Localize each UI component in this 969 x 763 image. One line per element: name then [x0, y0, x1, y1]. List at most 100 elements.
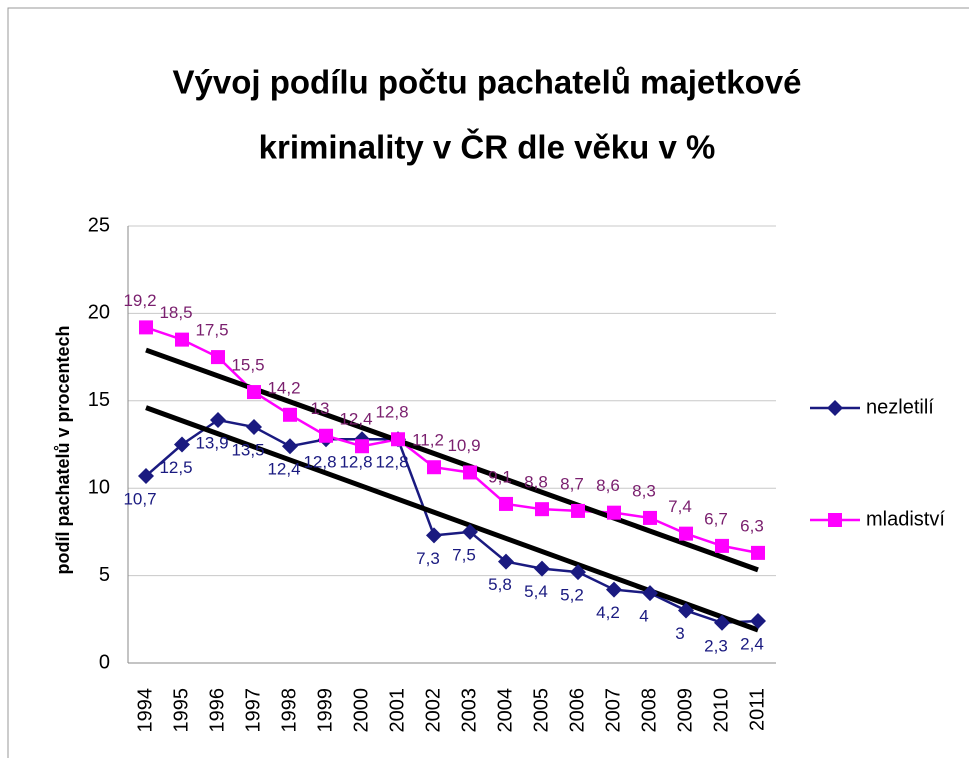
marker	[751, 545, 765, 560]
data-label: 8,6	[596, 476, 620, 495]
marker	[498, 553, 514, 570]
data-label: 7,5	[452, 545, 476, 564]
data-label: 3	[675, 624, 684, 643]
data-label: 17,5	[195, 321, 228, 340]
y-tick-label: 20	[88, 302, 110, 324]
x-tick-label: 1996	[206, 688, 228, 733]
marker	[282, 438, 298, 455]
data-label: 18,5	[159, 303, 192, 322]
x-tick-label: 1998	[278, 688, 300, 733]
x-tick-label: 2004	[494, 688, 516, 733]
marker	[246, 419, 262, 436]
marker	[534, 560, 550, 577]
marker	[426, 527, 442, 544]
x-tick-label: 2006	[566, 688, 588, 733]
marker	[391, 432, 405, 447]
data-label: 4	[639, 607, 648, 626]
marker	[174, 436, 190, 453]
data-label: 11,2	[412, 431, 444, 450]
data-label: 7,4	[668, 497, 692, 516]
data-label: 12,4	[339, 410, 372, 429]
x-tick-label: 2002	[422, 688, 444, 733]
x-tick-label: 2001	[386, 688, 408, 733]
data-label: 12,8	[339, 453, 372, 472]
data-label: 2,4	[740, 635, 764, 654]
data-label: 12,4	[267, 460, 300, 479]
marker	[139, 320, 153, 335]
marker	[210, 412, 226, 429]
marker	[607, 505, 621, 520]
x-tick-label: 2009	[674, 688, 696, 733]
x-tick-label: 2005	[530, 688, 552, 733]
marker	[463, 465, 477, 480]
marker	[138, 467, 154, 484]
x-tick-label: 1994	[134, 688, 156, 733]
marker	[247, 385, 261, 400]
marker	[211, 350, 225, 365]
marker	[714, 614, 730, 631]
trendline	[145, 347, 759, 573]
data-label: 8,7	[560, 474, 584, 493]
x-tick-label: 2003	[458, 688, 480, 733]
marker	[319, 428, 333, 443]
data-label: 7,3	[416, 549, 440, 568]
marker	[642, 585, 658, 602]
y-tick-label: 15	[88, 389, 110, 411]
data-label: 5,4	[524, 582, 548, 601]
data-label: 2,3	[704, 636, 728, 655]
x-tick-label: 2008	[638, 688, 660, 733]
data-label: 12,8	[303, 453, 336, 472]
y-tick-label: 10	[88, 476, 110, 498]
marker	[570, 564, 586, 581]
marker	[750, 613, 766, 630]
chart-title: Vývoj podílu počtu pachatelů majetkové	[173, 64, 802, 101]
marker	[535, 502, 549, 517]
x-tick-label: 2000	[350, 688, 372, 733]
x-tick-label: 1997	[242, 688, 264, 733]
data-label: 8,8	[524, 473, 548, 492]
marker	[175, 332, 189, 347]
x-tick-label: 2010	[710, 688, 732, 733]
legend-label: mladiství	[866, 508, 945, 530]
data-label: 6,7	[704, 509, 728, 528]
x-tick-label: 1999	[314, 688, 336, 733]
marker	[606, 581, 622, 598]
data-label: 9,1	[488, 467, 512, 486]
marker	[571, 503, 585, 518]
marker	[427, 460, 441, 475]
data-label: 14,2	[267, 378, 300, 397]
data-label: 5,8	[488, 575, 512, 594]
x-tick-label: 2007	[602, 688, 624, 733]
data-label: 6,3	[740, 516, 764, 535]
chart-title: kriminality v ČR dle věku v %	[259, 128, 716, 166]
y-tick-label: 25	[88, 214, 110, 236]
legend-marker	[828, 513, 842, 527]
data-label: 15,5	[231, 356, 264, 375]
marker	[679, 526, 693, 541]
data-label: 10,7	[123, 489, 156, 508]
legend-label: nezletilí	[866, 396, 934, 418]
marker	[643, 510, 657, 525]
legend-marker	[827, 400, 843, 416]
chart-border	[7, 7, 969, 763]
data-label: 8,3	[632, 481, 656, 500]
marker	[499, 496, 513, 511]
y-axis-title: podíl pachatelů v procentech	[53, 325, 73, 574]
data-label: 13,5	[231, 441, 264, 460]
marker	[283, 407, 297, 422]
x-tick-label: 1995	[170, 688, 192, 733]
data-label: 13,9	[195, 434, 228, 453]
data-label: 10,9	[447, 436, 480, 455]
marker	[355, 439, 369, 454]
marker	[715, 538, 729, 553]
data-label: 12,5	[159, 458, 192, 477]
data-label: 12,8	[375, 403, 408, 422]
data-label: 4,2	[596, 603, 620, 622]
data-label: 12,8	[375, 453, 408, 472]
data-label: 13	[311, 399, 330, 418]
x-tick-label: 2011	[746, 688, 768, 731]
data-label: 5,2	[560, 586, 584, 605]
marker	[462, 523, 478, 540]
marker	[678, 602, 694, 619]
